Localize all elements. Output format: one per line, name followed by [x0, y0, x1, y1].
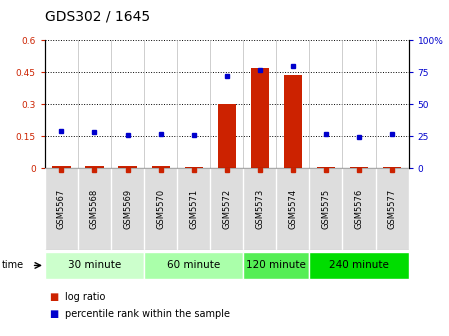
Bar	[350, 167, 368, 168]
Bar	[317, 167, 335, 168]
Text: ■: ■	[49, 309, 59, 319]
Bar	[185, 167, 203, 168]
Text: 120 minute: 120 minute	[247, 260, 306, 270]
Text: GSM5573: GSM5573	[255, 189, 264, 229]
Bar	[383, 167, 401, 168]
Bar	[309, 252, 409, 279]
Text: 30 minute: 30 minute	[68, 260, 121, 270]
Text: GSM5574: GSM5574	[288, 189, 297, 229]
Text: GSM5570: GSM5570	[156, 189, 165, 229]
Text: percentile rank within the sample: percentile rank within the sample	[65, 309, 230, 319]
Bar	[53, 166, 70, 168]
Text: log ratio: log ratio	[65, 292, 106, 302]
Text: GDS302 / 1645: GDS302 / 1645	[45, 9, 150, 24]
Bar	[151, 166, 170, 168]
Text: 240 minute: 240 minute	[329, 260, 389, 270]
Text: ■: ■	[49, 292, 59, 302]
Text: GSM5572: GSM5572	[222, 189, 231, 229]
Text: 60 minute: 60 minute	[167, 260, 220, 270]
Bar	[85, 166, 104, 168]
Bar	[144, 252, 243, 279]
Bar	[218, 104, 236, 168]
Text: GSM5577: GSM5577	[387, 189, 396, 229]
Text: GSM5567: GSM5567	[57, 189, 66, 229]
Bar	[243, 252, 309, 279]
Text: time: time	[2, 260, 24, 270]
Bar	[119, 166, 136, 168]
Text: GSM5568: GSM5568	[90, 189, 99, 229]
Text: GSM5575: GSM5575	[321, 189, 330, 229]
Bar	[251, 68, 269, 168]
Text: GSM5571: GSM5571	[189, 189, 198, 229]
Bar	[284, 76, 302, 168]
Text: GSM5569: GSM5569	[123, 189, 132, 229]
Bar	[45, 252, 144, 279]
Text: GSM5576: GSM5576	[355, 189, 364, 229]
